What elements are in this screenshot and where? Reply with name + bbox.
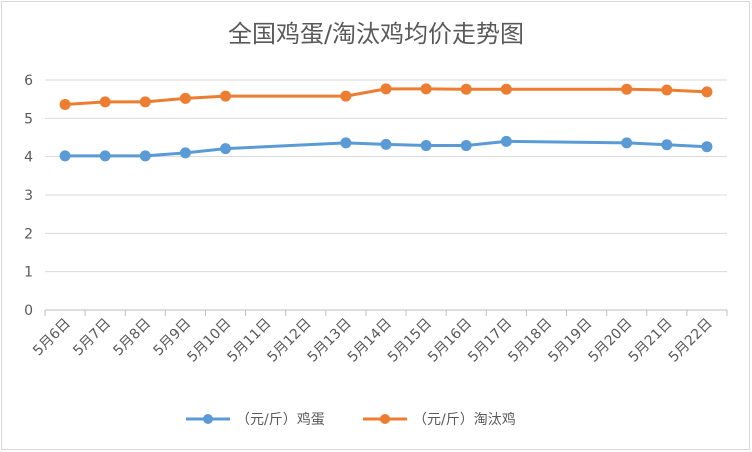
- data-point-series-2: [420, 83, 432, 95]
- x-tick-label: 5月17日: [465, 316, 515, 366]
- x-tick-label: 5月13日: [305, 316, 355, 366]
- x-tick-label: 5月22日: [666, 316, 716, 366]
- y-tick-label: 5: [24, 111, 33, 127]
- data-point-series-2: [139, 96, 151, 108]
- y-tick-label: 6: [24, 73, 33, 89]
- data-point-series-1: [59, 150, 71, 162]
- data-point-series-2: [701, 86, 713, 98]
- x-tick-label: 5月12日: [265, 316, 315, 366]
- x-tick-label: 5月10日: [184, 316, 234, 366]
- y-tick-label: 2: [24, 226, 33, 242]
- data-point-series-2: [661, 84, 673, 96]
- x-tick-label: 5月7日: [70, 316, 114, 360]
- chart-title: 全国鸡蛋/淘汰鸡均价走势图: [227, 20, 525, 48]
- y-tick-label: 4: [24, 150, 33, 166]
- x-tick-label: 5月21日: [626, 316, 676, 366]
- data-point-series-1: [220, 143, 232, 155]
- data-point-series-2: [220, 90, 232, 102]
- x-tick-label: 5月11日: [224, 316, 274, 366]
- data-point-series-1: [500, 135, 512, 147]
- legend-label-2: （元/斤）淘汰鸡: [413, 411, 516, 428]
- data-point-series-1: [701, 141, 713, 153]
- x-tick-label: 5月19日: [545, 316, 595, 366]
- data-point-series-1: [380, 138, 392, 150]
- legend-marker-1: [203, 414, 213, 424]
- data-point-series-1: [460, 140, 472, 152]
- data-point-series-1: [661, 139, 673, 151]
- data-point-series-2: [59, 99, 71, 111]
- x-tick-label: 5月6日: [30, 316, 74, 360]
- data-point-series-1: [621, 137, 633, 149]
- y-tick-label: 3: [24, 188, 33, 204]
- data-point-series-2: [380, 83, 392, 95]
- x-tick-label: 5月18日: [505, 316, 555, 366]
- x-tick-label: 5月14日: [345, 316, 395, 366]
- data-point-series-2: [340, 90, 352, 102]
- legend-marker-2: [380, 414, 390, 424]
- data-point-series-2: [99, 96, 111, 108]
- legend-label-1: （元/斤）鸡蛋: [236, 411, 325, 428]
- data-point-series-1: [99, 150, 111, 162]
- data-point-series-1: [179, 147, 191, 159]
- data-point-series-2: [179, 92, 191, 104]
- x-tick-label: 5月16日: [425, 316, 475, 366]
- y-tick-label: 1: [24, 265, 33, 281]
- x-tick-label: 5月8日: [110, 316, 154, 360]
- data-point-series-1: [420, 140, 432, 152]
- data-point-series-2: [621, 83, 633, 95]
- data-point-series-2: [460, 83, 472, 95]
- data-point-series-1: [139, 150, 151, 162]
- x-tick-label: 5月15日: [385, 316, 435, 366]
- data-point-series-1: [340, 137, 352, 149]
- x-tick-label: 5月20日: [586, 316, 636, 366]
- y-tick-label: 0: [24, 303, 33, 319]
- data-point-series-2: [500, 83, 512, 95]
